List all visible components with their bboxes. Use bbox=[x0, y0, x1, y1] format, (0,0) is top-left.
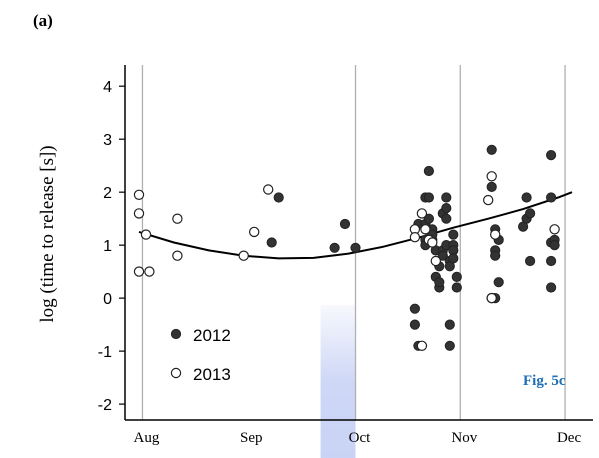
x-tick-label-nov: Nov bbox=[451, 430, 477, 446]
point-2012-29 bbox=[441, 213, 452, 224]
x-tick-label-dec: Dec bbox=[557, 430, 581, 446]
point-2012-38 bbox=[448, 253, 459, 264]
point-2012-6 bbox=[409, 319, 420, 330]
x-tick-label-sep: Sep bbox=[240, 430, 263, 446]
figure-label: Fig. 5c bbox=[523, 373, 566, 389]
fit-curve-layer bbox=[138, 191, 573, 260]
y-tick-label-4: 4 bbox=[103, 79, 112, 96]
y-tick-label--2: -2 bbox=[98, 397, 112, 414]
point-2012-28 bbox=[441, 203, 452, 214]
point-2013-6 bbox=[172, 250, 183, 261]
point-2012-5 bbox=[409, 303, 420, 314]
panel-label: (a) bbox=[33, 11, 53, 30]
point-2012-48 bbox=[493, 277, 504, 288]
point-2013-20 bbox=[486, 171, 497, 182]
point-2012-1 bbox=[273, 192, 284, 203]
point-2012-15 bbox=[423, 213, 434, 224]
y-tick-labels: -2 -1 0 1 2 3 4 bbox=[98, 79, 112, 414]
gridlines bbox=[141, 65, 566, 420]
point-2012-13 bbox=[423, 165, 434, 177]
point-2012-53 bbox=[525, 208, 536, 219]
point-2012-52 bbox=[525, 255, 536, 267]
point-2012-33 bbox=[444, 319, 455, 330]
fit-curve bbox=[138, 191, 573, 260]
y-tick-label-2: 2 bbox=[103, 185, 112, 202]
point-2013-11 bbox=[409, 231, 421, 243]
point-2013-14 bbox=[420, 224, 431, 235]
axes bbox=[119, 65, 593, 421]
data-points bbox=[133, 144, 560, 351]
y-tick-label-1: 1 bbox=[103, 238, 112, 255]
point-2012-55 bbox=[546, 192, 557, 203]
point-2013-7 bbox=[238, 250, 249, 261]
point-2012-4 bbox=[350, 242, 361, 253]
point-2012-39 bbox=[451, 282, 462, 293]
x-tick-labels: Aug Sep Oct Nov Dec bbox=[134, 430, 582, 446]
y-tick-label--1: -1 bbox=[98, 344, 112, 361]
legend-label-2012: 2012 bbox=[193, 326, 231, 345]
point-2012-45 bbox=[490, 250, 501, 261]
y-tick-label-0: 0 bbox=[103, 291, 112, 308]
point-2012-54 bbox=[546, 150, 557, 161]
point-2012-50 bbox=[521, 192, 532, 203]
point-2012-0 bbox=[266, 237, 277, 248]
legend: 2012 2013 bbox=[170, 326, 231, 384]
point-2013-1 bbox=[133, 208, 145, 219]
point-2012-58 bbox=[546, 282, 557, 293]
point-2012-60 bbox=[549, 240, 560, 251]
x-tick-label-oct: Oct bbox=[349, 430, 371, 446]
point-2012-23 bbox=[434, 277, 445, 288]
legend-marker-2013 bbox=[170, 367, 182, 379]
point-2013-8 bbox=[248, 226, 260, 238]
x-tick-label-aug: Aug bbox=[134, 430, 160, 446]
point-2012-3 bbox=[339, 218, 351, 230]
y-axis-title: log (time to release [s]) bbox=[37, 145, 58, 322]
point-2012-41 bbox=[486, 144, 497, 155]
point-2012-27 bbox=[441, 192, 452, 203]
point-2013-4 bbox=[144, 266, 155, 277]
point-2012-35 bbox=[448, 229, 459, 240]
highlight-band bbox=[320, 305, 356, 458]
y-tick-label-3: 3 bbox=[103, 132, 112, 149]
point-2013-2 bbox=[133, 266, 145, 277]
point-2013-0 bbox=[133, 189, 145, 200]
point-2013-18 bbox=[483, 194, 494, 206]
point-2013-3 bbox=[140, 229, 152, 240]
point-2013-23 bbox=[549, 224, 560, 235]
point-2013-13 bbox=[416, 208, 428, 219]
legend-marker-2012 bbox=[170, 328, 182, 340]
point-2012-14 bbox=[423, 192, 434, 203]
point-2012-42 bbox=[486, 181, 497, 192]
point-2012-2 bbox=[329, 242, 340, 253]
point-2012-57 bbox=[546, 255, 557, 267]
point-2013-22 bbox=[490, 229, 501, 240]
point-2012-40 bbox=[451, 271, 462, 282]
point-2013-9 bbox=[263, 184, 274, 195]
legend-label-2013: 2013 bbox=[193, 365, 231, 384]
point-2013-17 bbox=[430, 255, 441, 267]
point-2012-26 bbox=[437, 250, 448, 261]
point-2013-5 bbox=[172, 213, 183, 224]
highlight-band-layer bbox=[320, 305, 356, 458]
point-2013-21 bbox=[486, 292, 497, 304]
point-2013-12 bbox=[416, 340, 428, 351]
point-2013-16 bbox=[427, 237, 438, 248]
point-2012-34 bbox=[444, 340, 455, 351]
